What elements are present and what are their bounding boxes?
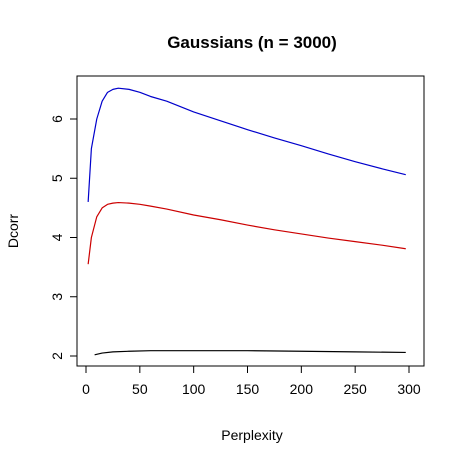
x-tick-label: 50	[132, 381, 148, 397]
chart-title: Gaussians (n = 3000)	[167, 33, 337, 52]
y-axis: 2 3 4 5 6	[49, 115, 77, 360]
y-tick-label: 6	[49, 115, 65, 123]
y-tick-label: 3	[49, 293, 65, 301]
x-tick-label: 200	[290, 381, 314, 397]
x-tick-label: 300	[397, 381, 421, 397]
y-tick-label: 4	[49, 233, 65, 241]
series-layer	[87, 87, 406, 356]
x-tick-label: 250	[343, 381, 367, 397]
x-tick-label: 0	[82, 381, 90, 397]
series-line-2	[87, 201, 406, 265]
x-tick-label: 100	[182, 381, 206, 397]
plot-frame	[76, 75, 425, 367]
x-tick-label: 150	[236, 381, 260, 397]
y-axis-label: Dcorr	[5, 214, 21, 249]
series-line-3	[94, 350, 406, 356]
series-line-1	[87, 87, 406, 202]
y-tick-label: 2	[49, 352, 65, 360]
y-tick-label: 5	[49, 174, 65, 182]
x-axis: 0 50 100 150 200 250 300	[82, 366, 421, 397]
x-axis-label: Perplexity	[221, 427, 282, 443]
